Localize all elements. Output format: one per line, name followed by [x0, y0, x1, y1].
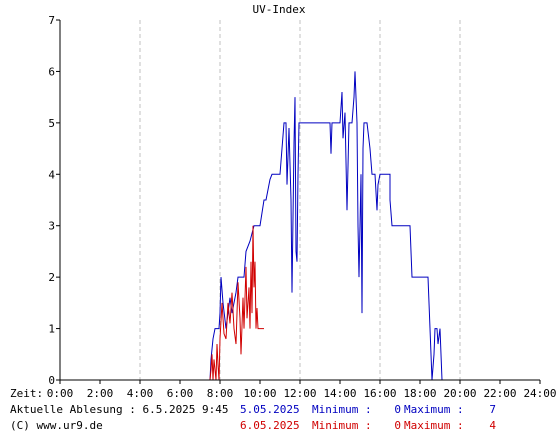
x-tick-label: 8:00 — [207, 387, 234, 400]
y-tick-label: 4 — [48, 168, 55, 181]
minimum-value-series2: 0 — [394, 419, 401, 432]
x-tick-label: 12:00 — [283, 387, 316, 400]
current-reading: Aktuelle Ablesung : 6.5.2025 9:45 — [10, 403, 229, 416]
maximum-label-series1: Maximum : — [404, 403, 464, 416]
x-tick-label: 16:00 — [363, 387, 396, 400]
x-tick-label: 0:00 — [47, 387, 74, 400]
y-tick-labels: 0 1 2 3 4 5 6 7 — [48, 14, 60, 387]
y-tick-label: 7 — [48, 14, 55, 27]
x-tick-label: 24:00 — [523, 387, 556, 400]
vertical-gridlines — [139, 20, 461, 380]
x-tick-label: 22:00 — [483, 387, 516, 400]
y-tick-label: 2 — [48, 271, 55, 284]
x-tick-label: 6:00 — [167, 387, 194, 400]
minimum-label-series2: Minimum : — [312, 419, 372, 432]
x-axis-label: Zeit: — [10, 387, 43, 400]
x-tick-labels: 0:00 2:00 4:00 6:00 8:00 10:00 12:00 14:00 16:00… — [47, 380, 557, 400]
y-tick-label: 6 — [48, 65, 55, 78]
x-tick-label: 18:00 — [403, 387, 436, 400]
x-tick-label: 14:00 — [323, 387, 356, 400]
maximum-value-series1: 7 — [489, 403, 496, 416]
series-line-5.05.2025 — [60, 71, 540, 381]
x-tick-label: 4:00 — [127, 387, 154, 400]
legend-date-series2: 6.05.2025 — [240, 419, 300, 432]
x-tick-label: 10:00 — [243, 387, 276, 400]
x-tick-label: 20:00 — [443, 387, 476, 400]
y-tick-label: 3 — [48, 220, 55, 233]
y-tick-label: 0 — [48, 374, 55, 387]
minimum-label-series1: Minimum : — [312, 403, 372, 416]
y-tick-label: 5 — [48, 117, 55, 130]
series-line-6.05.2025 — [60, 225, 264, 381]
legend-date-series1: 5.05.2025 — [240, 403, 300, 416]
axes — [59, 20, 540, 381]
chart-title: UV-Index — [253, 3, 306, 16]
copyright-text: (C) www.ur9.de — [10, 419, 103, 432]
maximum-label-series2: Maximum : — [404, 419, 464, 432]
x-tick-label: 2:00 — [87, 387, 114, 400]
y-tick-label: 1 — [48, 323, 55, 336]
maximum-value-series2: 4 — [489, 419, 496, 432]
minimum-value-series1: 0 — [394, 403, 401, 416]
